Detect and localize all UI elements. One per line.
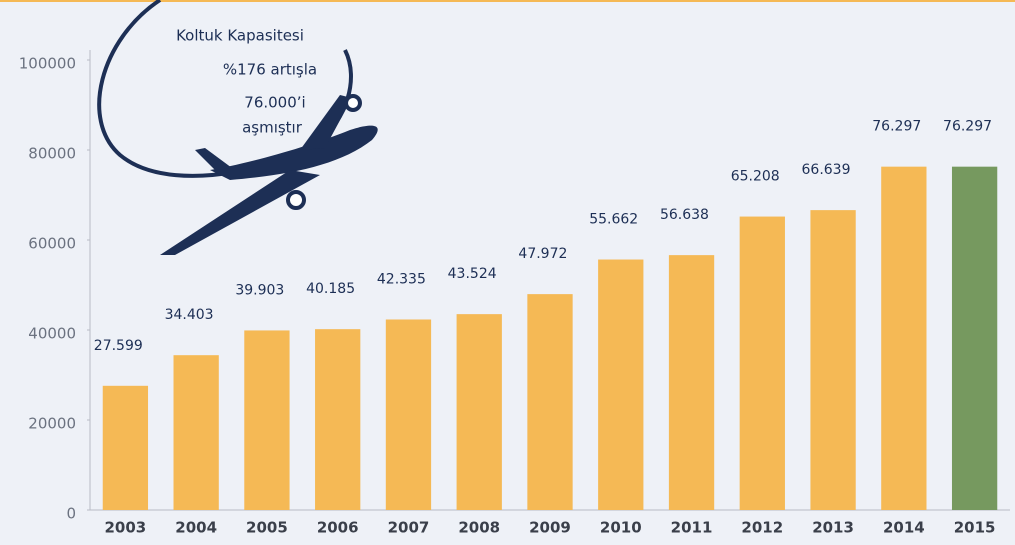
data-label: 43.524	[448, 266, 497, 282]
data-label: 65.208	[731, 169, 780, 185]
annotation-line: aşmıştır	[242, 119, 303, 137]
bar	[456, 314, 502, 510]
x-tick-label: 2005	[246, 519, 288, 537]
x-tick-label: 2003	[105, 519, 147, 537]
data-label: 76.297	[943, 119, 992, 135]
bar	[385, 319, 432, 510]
bar	[881, 166, 927, 510]
bar	[668, 255, 715, 510]
bar	[527, 294, 573, 510]
bar	[951, 166, 998, 510]
x-tick-label: 2004	[175, 519, 217, 537]
bar	[739, 216, 785, 510]
data-label: 39.903	[235, 282, 284, 298]
x-tick-label: 2015	[954, 519, 996, 537]
x-tick-label: 2008	[458, 519, 500, 537]
annotation-line: 76.000’i	[244, 94, 305, 112]
data-label: 66.639	[802, 162, 851, 178]
x-tick-label: 2011	[671, 519, 713, 537]
bar	[315, 329, 361, 510]
data-label: 55.662	[589, 212, 638, 228]
y-tick-label: 0	[66, 505, 76, 523]
x-tick-label: 2012	[741, 519, 783, 537]
data-label: 42.335	[377, 271, 426, 287]
y-tick-label: 80000	[28, 145, 76, 163]
data-label: 40.185	[306, 281, 355, 297]
x-tick-label: 2014	[883, 519, 925, 537]
bar	[598, 259, 644, 510]
y-tick-label: 20000	[28, 415, 76, 433]
data-label: 34.403	[165, 307, 214, 323]
bar	[102, 385, 149, 510]
data-label: 27.599	[94, 338, 143, 354]
y-tick-label: 60000	[28, 235, 76, 253]
bar	[244, 330, 290, 510]
annotation-line: Koltuk Kapasitesi	[176, 27, 304, 45]
x-tick-label: 2009	[529, 519, 571, 537]
bar	[810, 210, 856, 510]
bar	[173, 355, 219, 510]
x-tick-label: 2013	[812, 519, 854, 537]
annotation-line: %176 artışla	[223, 61, 317, 79]
data-label: 47.972	[518, 246, 567, 262]
data-label: 76.297	[872, 119, 921, 135]
x-tick-label: 2007	[388, 519, 430, 537]
plane-illustration	[97, 0, 378, 255]
data-label: 56.638	[660, 207, 709, 223]
y-tick-label: 100000	[19, 55, 76, 73]
y-tick-label: 40000	[28, 325, 76, 343]
x-tick-label: 2010	[600, 519, 642, 537]
x-tick-label: 2006	[317, 519, 359, 537]
